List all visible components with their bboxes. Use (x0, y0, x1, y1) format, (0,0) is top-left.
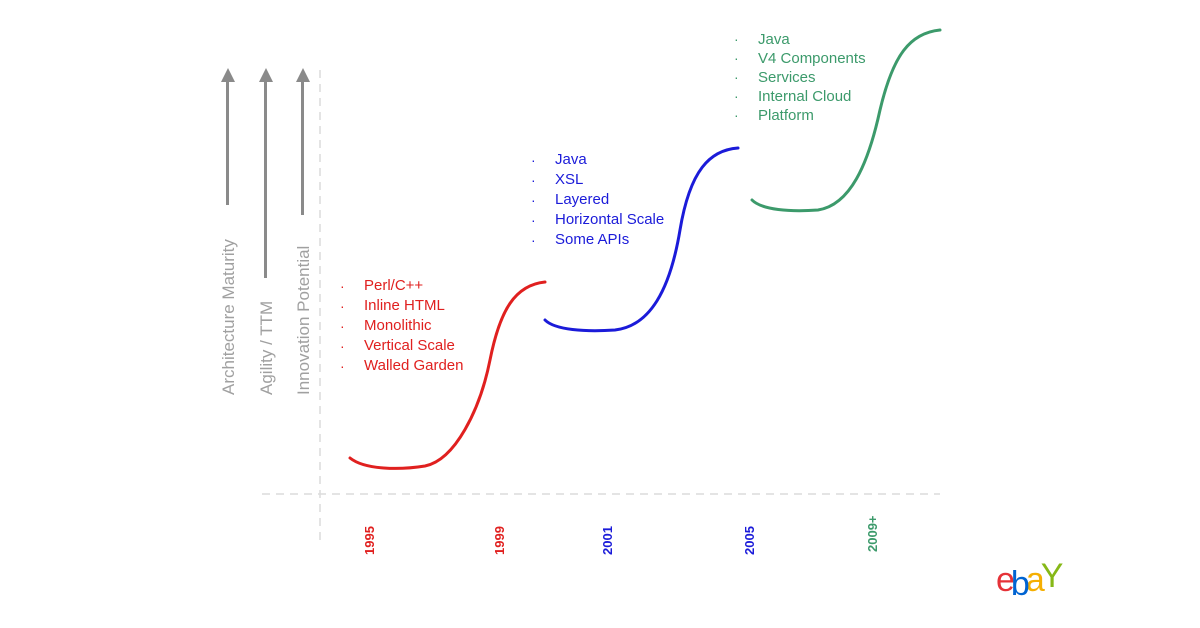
stage-2-curve (543, 146, 740, 333)
year-label-2009: 2009+ (865, 515, 880, 552)
list-item: Internal Cloud (734, 87, 866, 106)
stage-2-list: Java XSL Layered Horizontal Scale Some A… (531, 150, 664, 250)
list-item: Monolithic (340, 316, 464, 336)
year-label-2005: 2005 (742, 526, 757, 555)
stage-1-curve (348, 280, 547, 470)
list-item: Some APIs (531, 230, 664, 250)
year-label-2001: 2001 (600, 526, 615, 555)
list-item: XSL (531, 170, 664, 190)
logo-letter: Y (1040, 557, 1064, 595)
list-item: Services (734, 68, 866, 87)
stage-3-list: Java V4 Components Services Internal Clo… (734, 30, 866, 125)
axis-label-agility-ttm: Agility / TTM (257, 300, 276, 395)
arrow-shaft (264, 80, 267, 278)
list-item: Perl/C++ (340, 276, 464, 296)
list-item: Java (734, 30, 866, 49)
logo-letter: b (1010, 565, 1030, 603)
axis-label-innovation-potential: Innovation Potential (294, 245, 313, 395)
list-item: Horizontal Scale (531, 210, 664, 230)
arrow-up-icon (259, 68, 273, 82)
stage-3-curve (750, 28, 942, 213)
list-item: Java (531, 150, 664, 170)
list-item: Layered (531, 190, 664, 210)
arrow-shaft (301, 80, 304, 215)
list-item: V4 Components (734, 49, 866, 68)
ebay-logo: ebaY (996, 557, 1063, 603)
axis-label-architecture-maturity: Architecture Maturity (219, 239, 238, 395)
list-item: Vertical Scale (340, 336, 464, 356)
logo-letter: e (996, 561, 1015, 599)
list-item: Inline HTML (340, 296, 464, 316)
arrow-shaft (226, 80, 229, 205)
arrow-up-icon (296, 68, 310, 82)
year-label-1999: 1999 (492, 526, 507, 555)
arrow-up-icon (221, 68, 235, 82)
list-item: Walled Garden (340, 356, 464, 376)
list-item: Platform (734, 106, 866, 125)
stage-1-list: Perl/C++ Inline HTML Monolithic Vertical… (340, 276, 464, 376)
logo-letter: a (1025, 561, 1045, 599)
year-label-1995: 1995 (362, 526, 377, 555)
